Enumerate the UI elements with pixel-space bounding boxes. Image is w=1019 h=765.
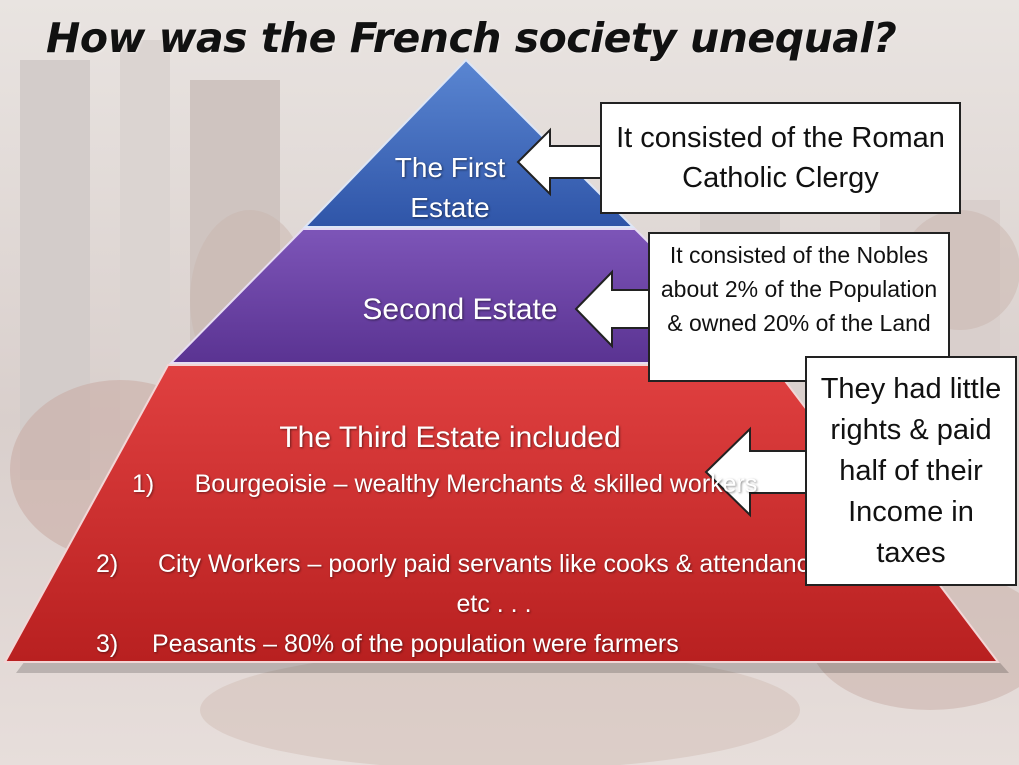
third-estate-list: 1) Bourgeoisie – wealthy Merchants & ski…: [84, 464, 864, 664]
list-item-number: 3): [96, 630, 119, 658]
callout-text: It consisted of the Nobles about 2% of t…: [660, 242, 938, 336]
callout-text: They had little rights & paid half of th…: [820, 372, 1002, 569]
list-item-text: Bourgeoisie – wealthy Merchants & skille…: [194, 470, 758, 498]
second-estate-label: Second Estate: [362, 293, 558, 326]
callout-text: It consisted of the Roman Catholic Clerg…: [616, 122, 945, 194]
third-estate-callout: They had little rights & paid half of th…: [805, 356, 1017, 586]
first-estate-callout: It consisted of the Roman Catholic Clerg…: [600, 102, 961, 214]
third-estate-heading: The Third Estate included: [279, 421, 621, 454]
list-item-number: 1): [132, 470, 155, 498]
slide-title: How was the French society unequal?: [46, 14, 897, 62]
list-item: 1) Bourgeoisie – wealthy Merchants & ski…: [84, 464, 864, 544]
list-item-number: 2): [96, 550, 119, 578]
list-item-text: Peasants – 80% of the population were fa…: [152, 630, 679, 658]
list-item: 3) Peasants – 80% of the population were…: [84, 624, 864, 664]
list-item-text: City Workers – poorly paid servants like…: [157, 550, 831, 618]
list-item: 2) City Workers – poorly paid servants l…: [84, 544, 864, 624]
first-estate-label: The First Estate: [394, 152, 506, 223]
